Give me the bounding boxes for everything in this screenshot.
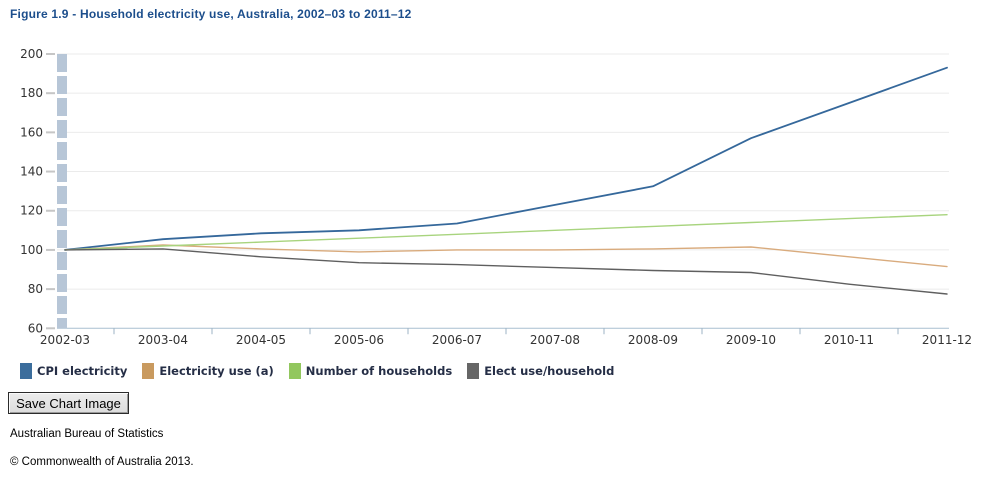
x-axis-label: 2009-10 [726, 333, 776, 347]
y-axis-stripe [57, 296, 67, 314]
y-axis-stripe [57, 186, 67, 204]
series-line-elect-use-household [64, 248, 948, 295]
figure-title: Figure 1.9 - Household electricity use, … [10, 7, 412, 21]
legend-item-number-of-households: Number of households [288, 363, 453, 379]
cpi-electricity-swatch-icon [20, 363, 32, 379]
series-line-cpi-electricity [64, 66, 948, 251]
y-axis-stripe [57, 318, 67, 329]
y-axis-stripe [57, 164, 67, 182]
legend-item-elect-use-household: Elect use/household [467, 363, 614, 379]
y-axis-stripe [57, 230, 67, 248]
y-tick-dash [46, 92, 55, 95]
y-axis-stripe [57, 142, 67, 160]
legend-label-elect-use-household: Elect use/household [484, 364, 615, 378]
x-axis-label: 2004-05 [236, 333, 286, 347]
x-axis-label: 2010-11 [824, 333, 874, 347]
x-axis-label: 2008-09 [628, 333, 678, 347]
x-axis-label: 2003-04 [138, 333, 188, 347]
y-axis-label: 180 [20, 86, 43, 100]
legend-label-cpi-electricity: CPI electricity [37, 364, 128, 378]
y-axis-label: 140 [20, 165, 43, 179]
y-axis-stripe [57, 76, 67, 94]
x-axis-label: 2011-12 [922, 333, 972, 347]
legend-label-electricity-use: Electricity use (a) [159, 364, 274, 378]
number-of-households-swatch-icon [288, 363, 301, 379]
line-chart: 60 80 100 120 140 160 180 200 2002-03 2003-04 2004… [20, 47, 972, 347]
y-axis-label: 160 [20, 125, 43, 139]
y-axis-stripe [57, 252, 67, 270]
y-tick-dash [46, 288, 55, 291]
legend-label-number-of-households: Number of households [305, 364, 453, 378]
x-axis-label: 2002-03 [40, 333, 90, 347]
y-axis-stripe [57, 274, 67, 292]
y-axis-stripe [57, 120, 67, 138]
y-axis-label: 120 [20, 204, 43, 218]
save-chart-image-button[interactable]: Save Chart Image [8, 392, 129, 414]
copyright-text: © Commonwealth of Australia 2013. [10, 456, 194, 468]
y-tick-dash [46, 170, 55, 173]
y-tick-dash [46, 53, 55, 55]
series-line-number-of-households [64, 213, 948, 251]
chart-legend: CPI electricity Electricity use (a) Number… [20, 363, 614, 379]
y-tick-dash [46, 209, 55, 212]
y-tick-dash [46, 131, 55, 134]
x-axis-label: 2007-08 [530, 333, 580, 347]
y-axis-label: 100 [20, 243, 43, 257]
y-tick-dash [46, 327, 55, 330]
elect-use-household-swatch-icon [467, 363, 480, 379]
y-axis-stripe [57, 208, 67, 226]
legend-item-cpi-electricity: CPI electricity [20, 363, 127, 379]
y-axis-stripe [57, 54, 67, 72]
x-axis-label: 2005-06 [334, 333, 384, 347]
legend-item-electricity-use: Electricity use (a) [142, 363, 274, 379]
series-line-electricity-use [64, 244, 948, 268]
x-axis-label: 2006-07 [432, 333, 482, 347]
y-tick-dash [46, 248, 55, 251]
y-axis-stripe [57, 98, 67, 116]
electricity-use-swatch-icon [142, 363, 155, 379]
y-axis-label: 80 [28, 282, 43, 296]
source-text: Australian Bureau of Statistics [10, 428, 164, 440]
y-axis-label: 200 [20, 47, 43, 61]
y-axis-label: 60 [28, 321, 43, 335]
